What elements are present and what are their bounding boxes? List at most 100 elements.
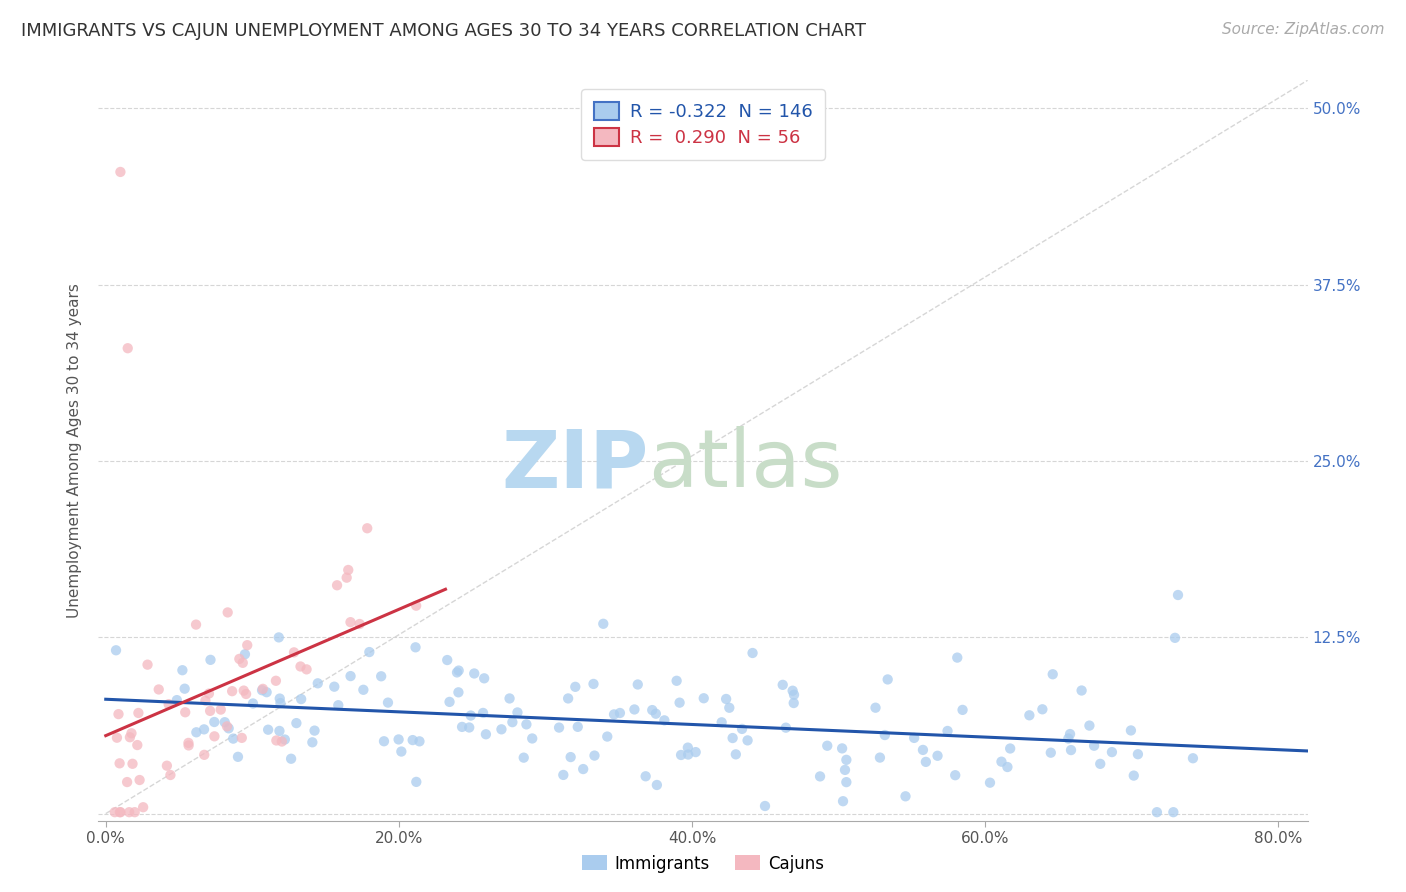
Immigrants xyxy=(1070,683,1092,698)
Cajuns xyxy=(193,747,215,762)
Immigrants xyxy=(250,683,273,698)
Immigrants xyxy=(772,678,794,692)
Immigrants xyxy=(352,682,374,697)
Cajuns xyxy=(209,703,232,717)
Cajuns xyxy=(349,617,371,632)
Immigrants xyxy=(1057,731,1080,746)
Immigrants xyxy=(1042,667,1064,681)
Cajuns xyxy=(232,656,254,670)
Immigrants xyxy=(1060,743,1083,757)
Cajuns xyxy=(127,738,149,752)
Immigrants xyxy=(645,778,668,792)
Immigrants xyxy=(557,691,579,706)
Immigrants xyxy=(506,706,529,720)
Cajuns xyxy=(232,683,254,698)
Cajuns xyxy=(198,704,221,718)
Cajuns xyxy=(159,768,181,782)
Immigrants xyxy=(831,741,853,756)
Cajuns xyxy=(136,657,159,672)
Immigrants xyxy=(513,750,536,764)
Immigrants xyxy=(567,720,589,734)
Immigrants xyxy=(782,683,804,698)
Immigrants xyxy=(446,665,468,680)
Immigrants xyxy=(408,734,430,748)
Immigrants xyxy=(634,769,657,783)
Immigrants xyxy=(172,663,194,677)
Text: atlas: atlas xyxy=(648,426,844,504)
Immigrants xyxy=(267,631,290,645)
Immigrants xyxy=(105,643,128,657)
Cajuns xyxy=(264,673,287,688)
Immigrants xyxy=(1078,718,1101,732)
Immigrants xyxy=(200,653,222,667)
Immigrants xyxy=(202,714,225,729)
Immigrants xyxy=(1101,745,1123,759)
Cajuns xyxy=(283,645,305,659)
Cajuns xyxy=(336,571,359,585)
Immigrants xyxy=(668,696,690,710)
Immigrants xyxy=(359,645,381,659)
Cajuns xyxy=(110,805,132,820)
Immigrants xyxy=(522,731,544,746)
Immigrants xyxy=(1039,746,1062,760)
Immigrants xyxy=(834,763,856,777)
Immigrants xyxy=(564,680,586,694)
Immigrants xyxy=(498,691,520,706)
Cajuns xyxy=(270,734,292,748)
Immigrants xyxy=(388,732,411,747)
Cajuns xyxy=(107,707,129,722)
Immigrants xyxy=(553,768,575,782)
Immigrants xyxy=(927,748,949,763)
Immigrants xyxy=(783,696,806,710)
Immigrants xyxy=(1181,751,1204,765)
Immigrants xyxy=(193,723,215,737)
Text: Source: ZipAtlas.com: Source: ZipAtlas.com xyxy=(1222,22,1385,37)
Immigrants xyxy=(693,691,716,706)
Immigrants xyxy=(166,693,188,707)
Immigrants xyxy=(737,733,759,747)
Immigrants xyxy=(665,673,688,688)
Immigrants xyxy=(377,696,399,710)
Immigrants xyxy=(865,700,887,714)
Immigrants xyxy=(1031,702,1053,716)
Immigrants xyxy=(501,715,523,730)
Immigrants xyxy=(323,680,346,694)
Cajuns xyxy=(252,681,274,696)
Cajuns xyxy=(124,805,146,820)
Immigrants xyxy=(582,677,605,691)
Immigrants xyxy=(402,733,425,747)
Immigrants xyxy=(979,775,1001,789)
Immigrants xyxy=(256,685,278,699)
Cajuns xyxy=(128,772,150,787)
Cajuns xyxy=(217,606,239,620)
Immigrants xyxy=(915,755,938,769)
Y-axis label: Unemployment Among Ages 30 to 34 years: Unemployment Among Ages 30 to 34 years xyxy=(66,283,82,618)
Cajuns xyxy=(266,733,288,747)
Immigrants xyxy=(1164,631,1187,645)
Immigrants xyxy=(218,722,240,736)
Immigrants xyxy=(998,741,1021,756)
Immigrants xyxy=(721,731,744,745)
Cajuns xyxy=(198,687,221,701)
Immigrants xyxy=(644,706,666,721)
Immigrants xyxy=(946,650,969,665)
Cajuns xyxy=(290,659,312,673)
Immigrants xyxy=(676,747,699,762)
Immigrants xyxy=(1126,747,1149,762)
Immigrants xyxy=(460,708,482,723)
Cajuns xyxy=(194,693,217,707)
Immigrants xyxy=(491,723,513,737)
Immigrants xyxy=(911,743,934,757)
Immigrants xyxy=(669,747,692,762)
Immigrants xyxy=(894,789,917,804)
Cajuns xyxy=(110,165,132,179)
Cajuns xyxy=(204,729,226,743)
Immigrants xyxy=(596,730,619,744)
Immigrants xyxy=(1146,805,1168,820)
Immigrants xyxy=(815,739,838,753)
Immigrants xyxy=(990,755,1012,769)
Cajuns xyxy=(156,758,179,772)
Immigrants xyxy=(676,740,699,755)
Immigrants xyxy=(1083,739,1105,753)
Immigrants xyxy=(214,715,236,730)
